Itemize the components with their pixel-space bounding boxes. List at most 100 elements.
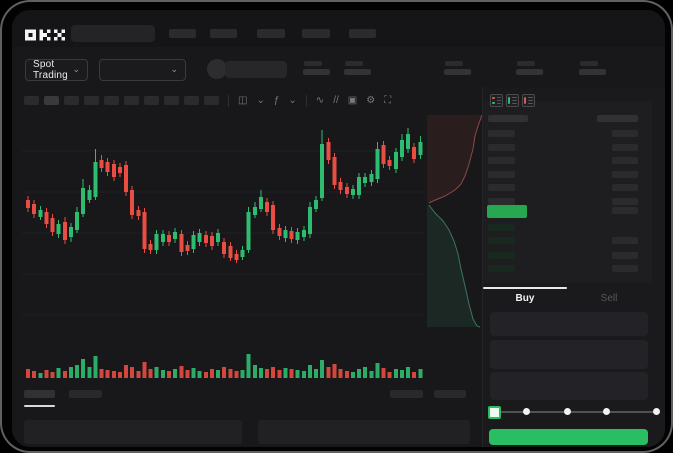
stat-value-placeholder	[579, 69, 606, 75]
bid-price-placeholder	[488, 224, 515, 231]
ask-row[interactable]	[483, 157, 651, 167]
pair-dropdown[interactable]: ⌄	[99, 59, 186, 81]
ask-amount-placeholder	[612, 184, 638, 191]
ask-amount-placeholder	[612, 171, 638, 178]
ask-amount-placeholder	[612, 130, 638, 137]
chart-type-icon[interactable]: ◫	[238, 95, 248, 106]
slider-stop[interactable]	[603, 408, 610, 415]
timeframe-button[interactable]	[64, 96, 79, 105]
timeframe-button[interactable]	[124, 96, 139, 105]
draw-tool-icon[interactable]: //	[333, 95, 339, 106]
order-panel: Buy Sell	[482, 87, 665, 447]
nav-item[interactable]	[210, 29, 237, 38]
ask-price-placeholder	[488, 198, 515, 205]
nav-item[interactable]	[257, 29, 285, 38]
trade-tabs: Buy Sell	[483, 285, 651, 311]
search-input[interactable]	[71, 25, 155, 42]
timeframe-button[interactable]	[104, 96, 119, 105]
nav-item[interactable]	[349, 29, 376, 38]
depth-chart[interactable]	[427, 114, 482, 329]
timeframe-button[interactable]	[84, 96, 99, 105]
ask-amount-placeholder	[612, 157, 638, 164]
nav-item[interactable]	[302, 29, 330, 38]
history-tab[interactable]	[69, 390, 102, 398]
nav-item[interactable]	[169, 29, 196, 38]
toolbar-divider	[305, 95, 307, 107]
candlestick-chart[interactable]	[22, 112, 424, 332]
bid-row[interactable]	[483, 224, 651, 234]
ask-price-placeholder	[488, 144, 515, 151]
active-bottom-tab-underline	[24, 405, 55, 407]
tab-sell[interactable]: Sell	[600, 292, 618, 304]
timeframe-button[interactable]	[204, 96, 219, 105]
bid-row[interactable]	[483, 237, 651, 247]
snapshot-icon[interactable]: ▣	[347, 95, 358, 106]
bid-row[interactable]	[483, 252, 651, 262]
slider-stop[interactable]	[653, 408, 660, 415]
bottom-action-placeholder[interactable]	[390, 390, 423, 398]
amount-slider-track[interactable]	[494, 411, 656, 413]
bid-price-placeholder	[488, 265, 515, 272]
bid-price-placeholder	[488, 237, 515, 244]
ask-row[interactable]	[483, 171, 651, 181]
amount-field[interactable]	[490, 340, 648, 369]
timeframe-button[interactable]	[184, 96, 199, 105]
orders-tab[interactable]	[24, 390, 55, 398]
indicators-icon[interactable]: ƒ	[273, 95, 280, 106]
chevron-down-icon: ⌄	[170, 63, 178, 74]
buy-submit-button[interactable]	[489, 429, 648, 445]
orderbook-header-price	[488, 115, 528, 122]
volume-chart[interactable]	[22, 332, 424, 380]
ask-row[interactable]	[483, 184, 651, 194]
coin-avatar	[207, 59, 227, 79]
line-tool-icon[interactable]: ∿	[315, 95, 325, 106]
settings-icon[interactable]: ⚙	[366, 95, 376, 106]
stat-value-placeholder	[303, 69, 330, 75]
orderbook-asks-icon[interactable]	[522, 94, 535, 107]
chevron-down-icon[interactable]: ⌄	[256, 95, 265, 106]
timeframe-button[interactable]	[164, 96, 179, 105]
orders-table-placeholder	[24, 420, 242, 444]
timeframe-button[interactable]	[144, 96, 159, 105]
ask-price-placeholder	[488, 184, 515, 191]
bid-amount-placeholder	[612, 265, 638, 272]
bid-amount-placeholder	[612, 237, 638, 244]
app-screen: Spot Trading ⌄ ⌄ ◫ ⌄ ƒ ⌄ ∿ // ▣ ⚙ ⛶ Buy Sell	[12, 10, 665, 447]
pair-name-placeholder	[225, 61, 287, 78]
slider-handle[interactable]	[488, 406, 501, 419]
last-price-highlight[interactable]	[487, 205, 527, 218]
positions-table-placeholder	[258, 420, 470, 444]
fullscreen-icon[interactable]: ⛶	[384, 95, 392, 106]
slider-stop[interactable]	[523, 408, 530, 415]
stat-value-placeholder	[444, 69, 471, 75]
ask-row[interactable]	[483, 130, 651, 140]
amount-placeholder	[612, 207, 638, 214]
orderbook-both-icon[interactable]	[490, 94, 503, 107]
ask-row[interactable]	[483, 144, 651, 154]
price-field[interactable]	[490, 312, 648, 336]
market-type-label: Spot Trading	[33, 59, 68, 81]
ask-price-placeholder	[488, 157, 515, 164]
ask-price-placeholder	[488, 171, 515, 178]
orderbook-header-amount	[597, 115, 638, 122]
bid-row[interactable]	[483, 265, 651, 275]
toolbar-divider	[228, 95, 229, 107]
stat-label-placeholder	[304, 61, 322, 66]
orderbook-bids-icon[interactable]	[506, 94, 519, 107]
market-type-dropdown[interactable]: Spot Trading ⌄	[25, 59, 88, 81]
okx-logo	[25, 29, 65, 41]
ask-amount-placeholder	[612, 144, 638, 151]
timeframe-button[interactable]	[44, 96, 59, 105]
timeframe-button[interactable]	[24, 96, 39, 105]
bottom-section	[12, 382, 482, 447]
stat-label-placeholder	[345, 61, 363, 66]
total-field[interactable]	[490, 372, 648, 400]
tab-buy[interactable]: Buy	[515, 292, 535, 304]
chevron-down-icon[interactable]: ⌄	[288, 95, 297, 106]
bid-price-placeholder	[488, 252, 515, 259]
bottom-action-placeholder[interactable]	[434, 390, 466, 398]
slider-stop[interactable]	[564, 408, 571, 415]
ask-row[interactable]	[483, 198, 651, 208]
stat-value-placeholder	[344, 69, 371, 75]
